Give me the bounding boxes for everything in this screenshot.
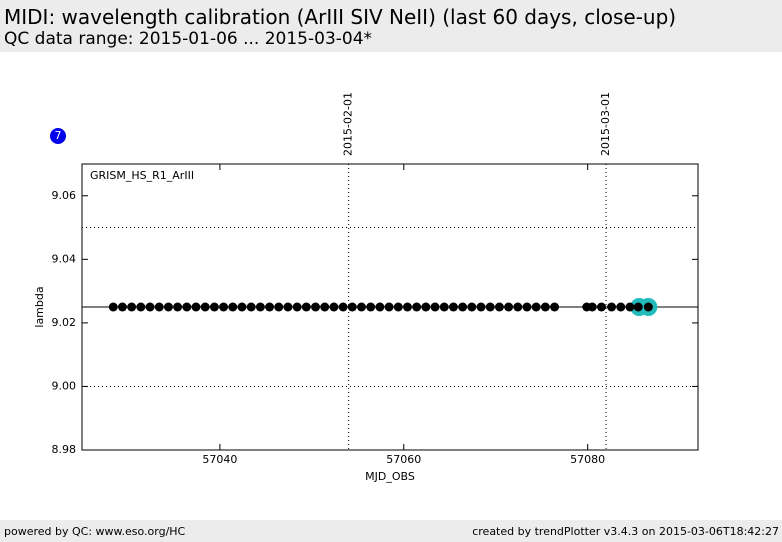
point [616, 302, 626, 312]
point [366, 302, 376, 312]
point [476, 302, 486, 312]
point [117, 302, 127, 312]
point [550, 302, 560, 312]
footer-right: created by trendPlotter v3.4.3 on 2015-0… [472, 525, 779, 538]
point [136, 302, 146, 312]
annotation: GRISM_HS_R1_ArIII [90, 169, 194, 182]
badge: 7 [55, 129, 62, 142]
point [421, 302, 431, 312]
point [448, 302, 458, 312]
point [375, 302, 385, 312]
point [384, 302, 394, 312]
point [596, 302, 606, 312]
point [255, 302, 265, 312]
y-tick-label: 9.00 [52, 379, 77, 392]
point [237, 302, 247, 312]
point [458, 302, 468, 312]
x-tick-label: 57060 [386, 453, 421, 466]
point [191, 302, 201, 312]
point [127, 302, 137, 312]
point [209, 302, 219, 312]
point [301, 302, 311, 312]
point [540, 302, 550, 312]
point [329, 302, 339, 312]
point [467, 302, 477, 312]
point [643, 302, 653, 312]
point [163, 302, 173, 312]
point [504, 302, 514, 312]
subtitle: QC data range: 2015-01-06 ... 2015-03-04… [4, 29, 373, 49]
point [439, 302, 449, 312]
point [338, 302, 348, 312]
point [274, 302, 284, 312]
y-tick-label: 8.98 [52, 443, 77, 456]
point [633, 302, 643, 312]
point [283, 302, 293, 312]
x-axis-label: MJD_OBS [365, 470, 415, 483]
x-tick-label: 57080 [570, 453, 605, 466]
point [494, 302, 504, 312]
point [246, 302, 256, 312]
point [200, 302, 210, 312]
footer: powered by QC: www.eso.org/HC created by… [0, 520, 782, 542]
x2-tick-label: 2015-02-01 [342, 92, 355, 156]
point [154, 302, 164, 312]
x2-tick-label: 2015-03-01 [599, 92, 612, 156]
point [182, 302, 192, 312]
point [219, 302, 229, 312]
badge-circle [50, 128, 66, 144]
x-tick-label: 57040 [202, 453, 237, 466]
point [607, 302, 617, 312]
point [108, 302, 118, 312]
footer-left: powered by QC: www.eso.org/HC [4, 525, 186, 538]
chart: 7 GRISM_HS_R1_ArIII MJD_OBS lambda 8.98 9… [33, 92, 699, 483]
point [485, 302, 495, 312]
point [292, 302, 302, 312]
point [356, 302, 366, 312]
point [513, 302, 523, 312]
point [393, 302, 403, 312]
point [320, 302, 330, 312]
y-tick-label: 9.06 [52, 189, 77, 202]
point [173, 302, 183, 312]
header: MIDI: wavelength calibration (ArIII SIV … [0, 0, 782, 52]
point [625, 302, 635, 312]
y-tick-label: 9.02 [52, 316, 77, 329]
point [402, 302, 412, 312]
point [347, 302, 357, 312]
title: MIDI: wavelength calibration (ArIII SIV … [4, 5, 677, 29]
point [228, 302, 238, 312]
point [412, 302, 422, 312]
point [430, 302, 440, 312]
point [522, 302, 532, 312]
point [531, 302, 541, 312]
point [145, 302, 155, 312]
y-tick-label: 9.04 [52, 252, 77, 265]
point [587, 302, 597, 312]
y-axis-label: lambda [33, 286, 46, 327]
point [265, 302, 275, 312]
point [311, 302, 321, 312]
